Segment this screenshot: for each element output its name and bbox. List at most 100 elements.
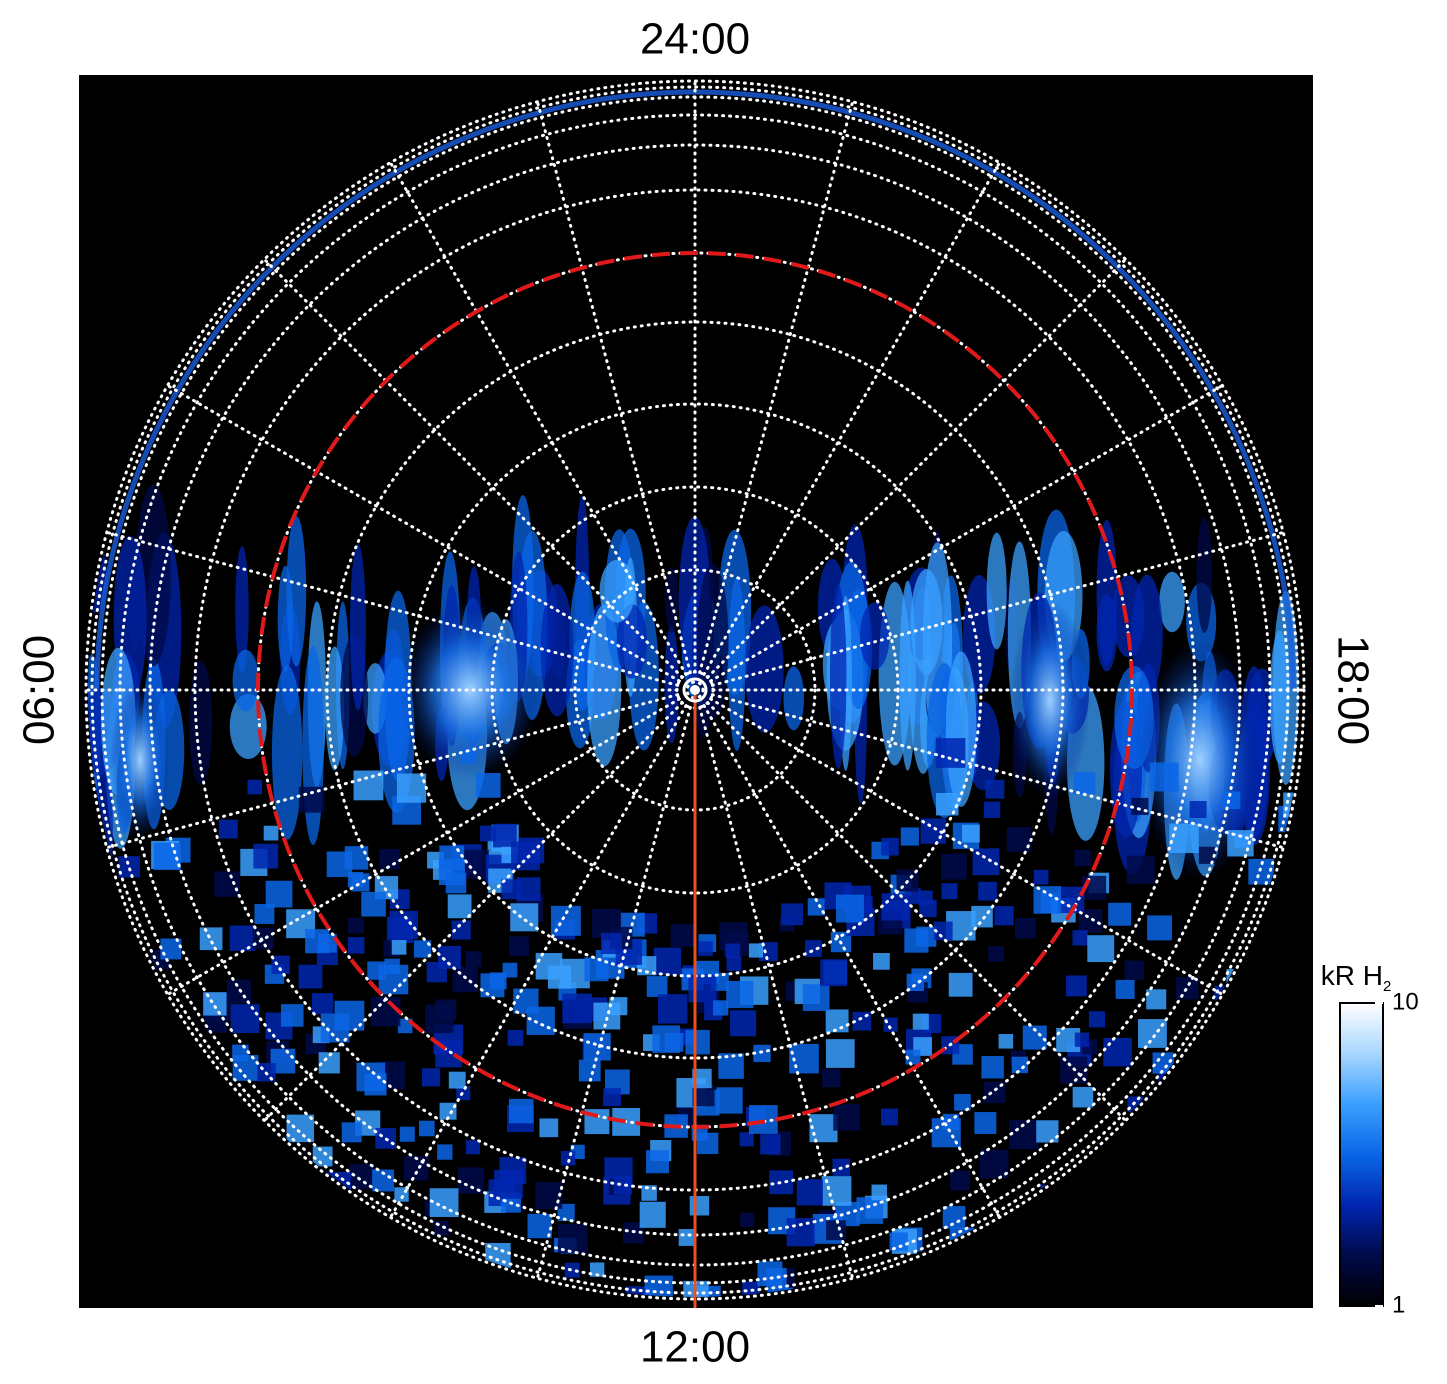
aurora-pixel — [1126, 855, 1155, 884]
aurora-pixel — [726, 956, 742, 971]
aurora-pixel — [974, 1112, 997, 1135]
aurora-pixel — [396, 773, 427, 803]
aurora-pixel — [1222, 791, 1241, 810]
colorbar-title-subscript: 2 — [1383, 978, 1391, 995]
aurora-pixel — [229, 925, 256, 951]
aurora-pixel — [447, 894, 472, 919]
aurora-pixel — [725, 943, 740, 958]
aurora-streak — [540, 584, 574, 717]
aurora-pixel — [1147, 915, 1173, 941]
aurora-arc — [1140, 640, 1260, 880]
aurora-pixel — [805, 940, 822, 957]
aurora-pixel — [603, 1088, 621, 1107]
aurora-pixel — [971, 905, 993, 928]
aurora-pixel — [372, 1169, 395, 1192]
aurora-pixel — [421, 1068, 441, 1087]
aurora-pixel — [263, 825, 279, 841]
aurora-pixel — [900, 827, 919, 846]
aurora-pixel — [881, 1108, 898, 1126]
aurora-pixel — [981, 1056, 1004, 1079]
aurora-streak — [899, 580, 916, 771]
aurora-pixel — [347, 937, 365, 954]
aurora-pixel — [516, 877, 541, 902]
aurora-pixel — [489, 972, 507, 990]
aurora-pixel — [716, 1087, 743, 1114]
aurora-streak — [829, 584, 847, 770]
aurora-pixel — [856, 1197, 884, 1224]
aurora-pixel — [881, 893, 909, 921]
aurora-pixel — [726, 980, 754, 1009]
aurora-pixel — [906, 973, 924, 992]
aurora-pixel — [465, 951, 482, 967]
aurora-pixel — [1169, 823, 1199, 854]
aurora-pixel — [439, 845, 465, 871]
aurora-pixel — [688, 974, 717, 1003]
aurora-pixel — [1074, 849, 1091, 867]
aurora-pixel — [1065, 975, 1087, 997]
aurora-pixel — [760, 1134, 781, 1155]
aurora-pixel — [753, 1044, 771, 1063]
aurora-pixel — [941, 883, 958, 900]
aurora-pixel — [948, 972, 973, 997]
aurora-pixel — [311, 993, 334, 1015]
aurora-streak — [277, 565, 294, 673]
aurora-pixel — [281, 1004, 304, 1027]
aurora-pixel — [1073, 772, 1096, 795]
aurora-pixel — [465, 1140, 480, 1155]
aurora-pixel — [510, 903, 539, 932]
aurora-pixel — [748, 943, 764, 958]
aurora-pixel — [384, 958, 400, 975]
aurora-pixel — [954, 1094, 971, 1111]
aurora-pixel — [429, 1188, 459, 1217]
aurora-pixel — [1033, 869, 1049, 885]
aurora-pixel — [664, 1033, 684, 1052]
aurora-pixel — [199, 927, 223, 951]
aurora-pixel — [802, 984, 830, 1011]
aurora-pixel — [419, 1120, 435, 1137]
aurora-pixel — [214, 871, 240, 897]
aurora-pixel — [437, 1144, 453, 1160]
aurora-pixel — [511, 841, 540, 871]
aurora-pixel — [826, 1220, 846, 1241]
aurora-pixel — [271, 955, 290, 975]
aurora-pixel — [252, 927, 274, 950]
colorbar-tick-label: 10 — [1392, 988, 1419, 1015]
aurora-pixel — [670, 924, 694, 948]
aurora-pixel — [825, 1039, 855, 1068]
aurora-streak — [783, 666, 805, 731]
aurora-pixel — [740, 1212, 755, 1227]
aurora-arc — [1010, 600, 1090, 800]
aurora-pixel — [298, 964, 323, 989]
aurora-pixel — [942, 1206, 966, 1229]
aurora-pixel — [153, 842, 181, 871]
aurora-streak — [745, 605, 784, 733]
aurora-pixel — [1074, 1032, 1090, 1047]
aurora-pixel — [539, 1118, 559, 1138]
colorbar-title-main: kR H — [1321, 960, 1383, 991]
aurora-pixel — [1011, 1056, 1029, 1074]
aurora-pixel — [1146, 989, 1167, 1010]
aurora-pixel — [904, 928, 929, 953]
aurora-pixel — [232, 1044, 249, 1061]
aurora-pixel — [508, 1098, 534, 1124]
aurora-pixel — [347, 871, 364, 888]
time-label-bottom: 12:00 — [640, 1323, 750, 1372]
aurora-pixel — [1078, 909, 1103, 933]
aurora-pixel — [480, 825, 496, 842]
aurora-pixel — [435, 999, 457, 1021]
aurora-pixel — [689, 1196, 710, 1216]
aurora-streak — [384, 590, 412, 782]
aurora-pixel — [253, 843, 279, 869]
aurora-streak — [232, 649, 259, 712]
aurora-pixel — [513, 988, 539, 1014]
aurora-pixel — [950, 1170, 970, 1191]
aurora-pixel — [391, 940, 407, 955]
aurora-streak — [728, 577, 746, 752]
colorbar-tick-label: 1 — [1392, 1291, 1405, 1318]
aurora-pixel — [341, 1122, 362, 1143]
aurora-pixel — [781, 903, 804, 926]
aurora-pixel — [562, 993, 592, 1024]
aurora-pixel — [413, 940, 432, 958]
aurora-streak — [616, 604, 648, 679]
aurora-streak — [235, 546, 249, 673]
